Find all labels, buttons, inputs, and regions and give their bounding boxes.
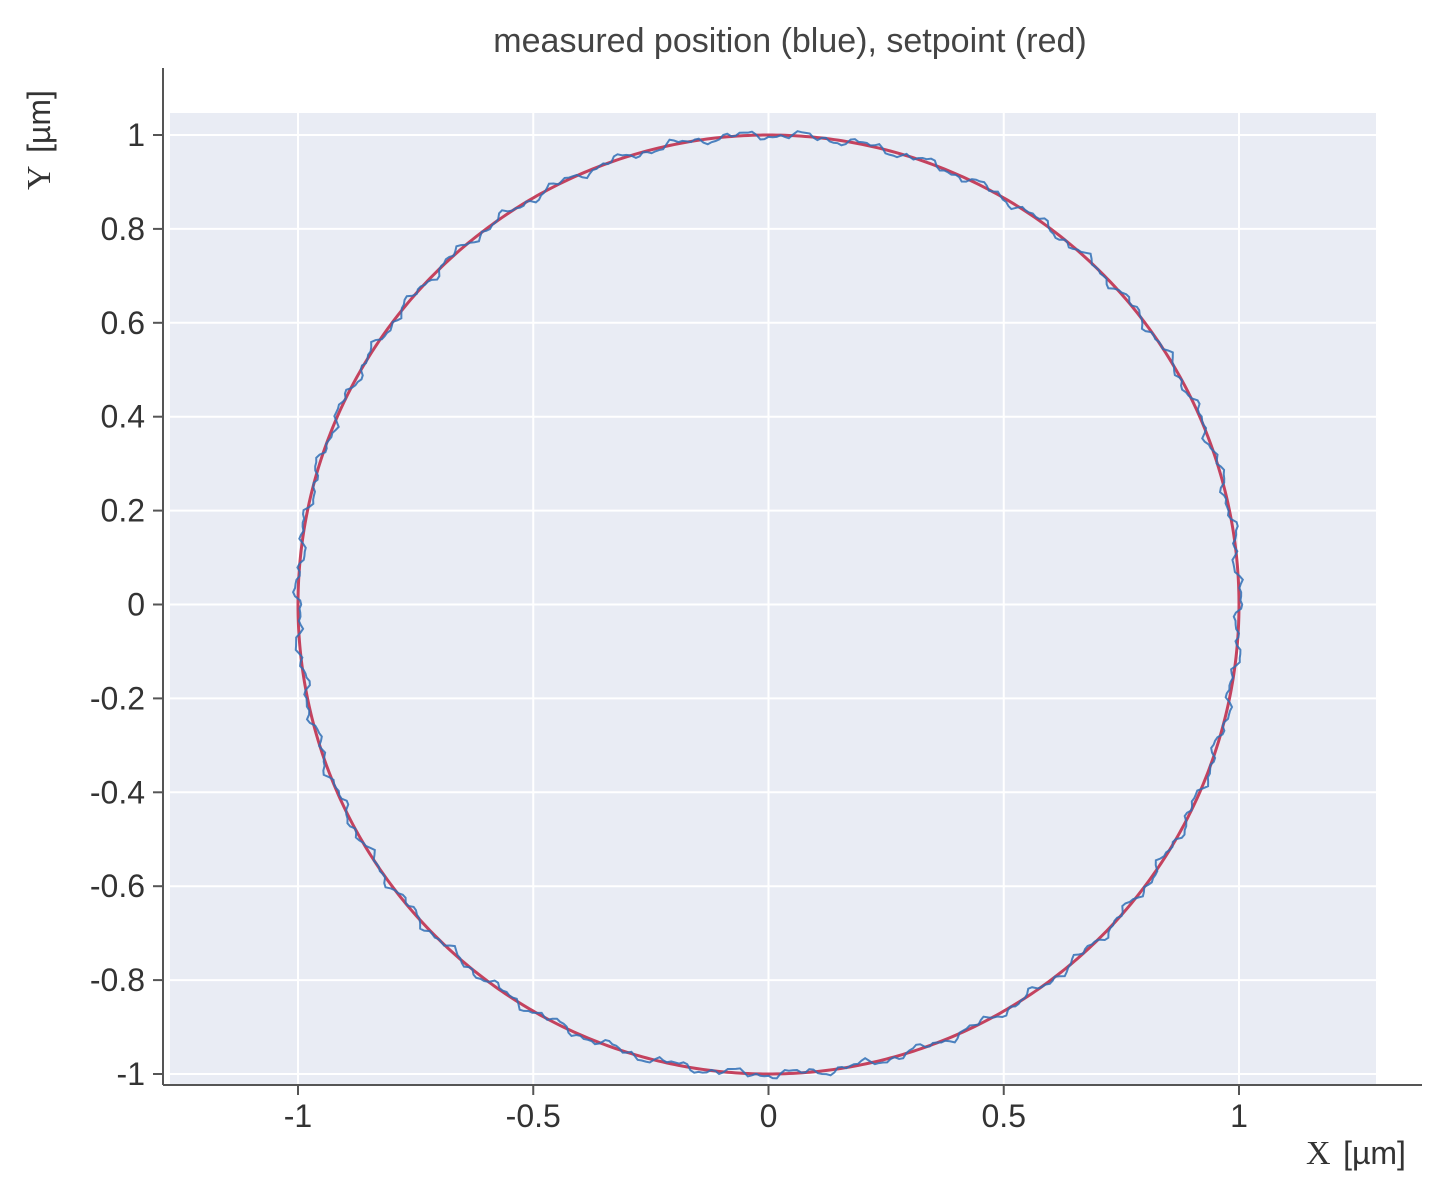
x-tick-label-3: 0.5: [982, 1098, 1026, 1134]
svg-text:X [µm]: X [µm]: [1306, 1135, 1406, 1172]
y-tick-label-3: 0.4: [101, 399, 145, 435]
y-tick-label-9: -0.8: [90, 962, 145, 998]
x-tick-label-0: -1: [284, 1098, 312, 1134]
y-axis-unit: [µm]: [21, 90, 57, 153]
series-layer: [291, 130, 1244, 1080]
x-tick-label-4: 1: [1230, 1098, 1248, 1134]
svg-text:Y [µm]: Y [µm]: [21, 90, 58, 190]
x-axis-label: X [µm]: [1306, 1135, 1406, 1172]
y-tick-label-6: -0.2: [90, 680, 145, 716]
plot-area: [170, 113, 1376, 1085]
tick-labels: -1 -0.5 0 0.5 1 1 0.8 0.6 0.4 0.2 0 -0.2 -0.4 -0.6 -0.…: [90, 117, 1248, 1134]
x-tick-label-2: 0: [760, 1098, 778, 1134]
y-axis-symbol: Y: [21, 165, 58, 190]
x-axis-symbol: X: [1306, 1135, 1331, 1172]
y-tick-label-0: 1: [127, 117, 145, 153]
axes: [153, 68, 1422, 1095]
y-tick-label-2: 0.6: [101, 305, 145, 341]
x-axis-unit: [µm]: [1343, 1135, 1406, 1171]
y-tick-label-5: 0: [127, 587, 145, 623]
y-tick-label-4: 0.2: [101, 493, 145, 529]
y-axis-label: Y [µm]: [21, 90, 58, 190]
series-0: [296, 133, 1241, 1076]
series-1: [291, 130, 1244, 1080]
x-tick-label-1: -0.5: [506, 1098, 561, 1134]
chart-title: measured position (blue), setpoint (red): [493, 22, 1086, 60]
y-tick-label-8: -0.6: [90, 868, 145, 904]
y-tick-label-7: -0.4: [90, 774, 145, 810]
y-tick-label-10: -1: [117, 1056, 145, 1092]
y-tick-label-1: 0.8: [101, 211, 145, 247]
